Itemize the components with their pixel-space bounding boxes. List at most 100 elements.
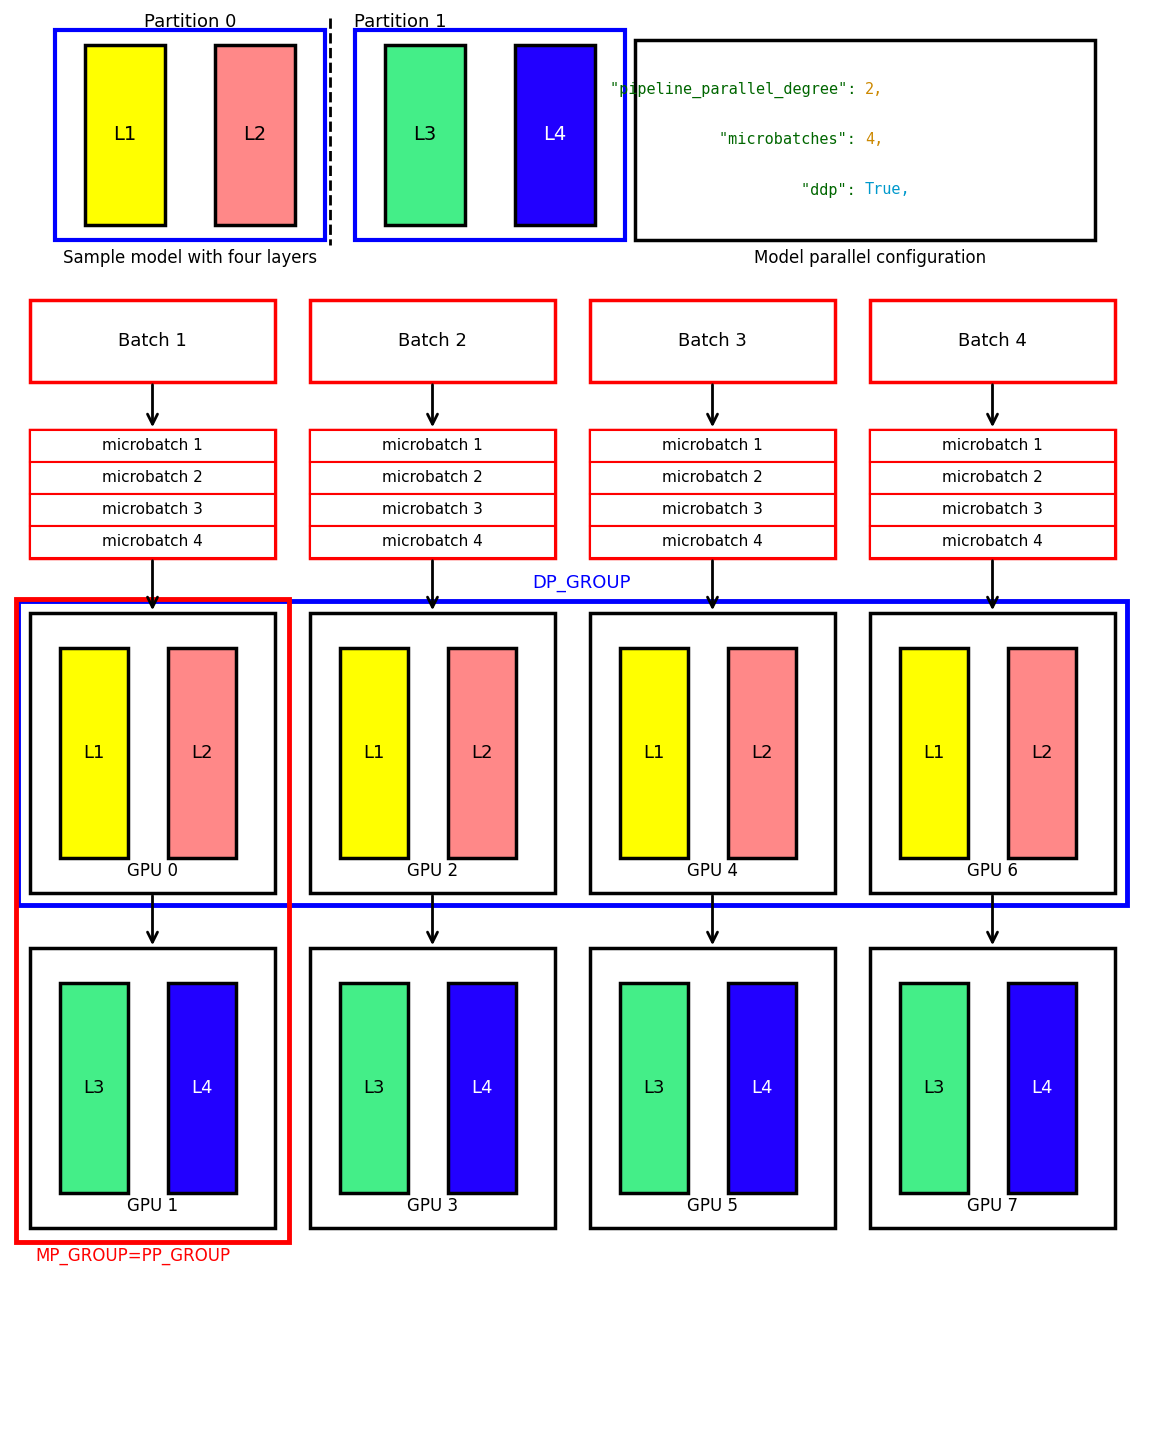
Bar: [17, 601, 1127, 905]
Text: L4: L4: [471, 1079, 492, 1097]
Text: microbatch 4: microbatch 4: [382, 534, 483, 550]
Bar: [30, 614, 275, 892]
Text: L2: L2: [471, 744, 492, 762]
Bar: [590, 430, 835, 557]
Text: Batch 2: Batch 2: [398, 332, 467, 349]
Bar: [168, 983, 236, 1193]
Text: Batch 4: Batch 4: [958, 332, 1027, 349]
Bar: [30, 300, 275, 383]
Bar: [85, 45, 165, 225]
Bar: [620, 648, 688, 858]
Bar: [310, 430, 555, 557]
Text: GPU 7: GPU 7: [967, 1197, 1018, 1214]
Text: L3: L3: [363, 1079, 385, 1097]
Bar: [590, 614, 835, 892]
Text: L3: L3: [923, 1079, 945, 1097]
Text: L1: L1: [113, 126, 136, 144]
Bar: [215, 45, 294, 225]
Bar: [310, 614, 555, 892]
Bar: [310, 462, 555, 494]
Text: Model parallel configuration: Model parallel configuration: [754, 248, 986, 267]
Text: GPU 2: GPU 2: [407, 862, 459, 879]
Text: microbatch 4: microbatch 4: [102, 534, 203, 550]
Bar: [870, 430, 1115, 557]
Bar: [620, 983, 688, 1193]
Text: L4: L4: [751, 1079, 773, 1097]
Bar: [900, 648, 968, 858]
Text: microbatch 2: microbatch 2: [662, 471, 762, 485]
Text: L1: L1: [84, 744, 105, 762]
Text: GPU 5: GPU 5: [687, 1197, 738, 1214]
Bar: [310, 300, 555, 383]
Text: L4: L4: [191, 1079, 213, 1097]
Text: "microbatches":: "microbatches":: [719, 133, 865, 147]
Text: 4,: 4,: [865, 133, 883, 147]
Bar: [30, 494, 275, 526]
Bar: [55, 30, 325, 240]
Text: L2: L2: [1031, 744, 1052, 762]
Text: L3: L3: [644, 1079, 665, 1097]
Text: L1: L1: [644, 744, 665, 762]
Bar: [728, 648, 796, 858]
Bar: [870, 300, 1115, 383]
Bar: [30, 949, 275, 1227]
Bar: [30, 462, 275, 494]
Bar: [16, 599, 289, 1242]
Text: L3: L3: [84, 1079, 105, 1097]
Text: L4: L4: [1031, 1079, 1052, 1097]
Bar: [30, 430, 275, 462]
Text: GPU 1: GPU 1: [127, 1197, 178, 1214]
Bar: [590, 430, 835, 462]
Text: L2: L2: [751, 744, 773, 762]
Bar: [340, 983, 409, 1193]
Bar: [448, 648, 516, 858]
Bar: [870, 526, 1115, 557]
Text: microbatch 3: microbatch 3: [382, 503, 483, 517]
Text: Batch 1: Batch 1: [118, 332, 187, 349]
Text: microbatch 4: microbatch 4: [662, 534, 762, 550]
Text: GPU 4: GPU 4: [687, 862, 738, 879]
Bar: [61, 648, 128, 858]
Text: "pipeline_parallel_degree":: "pipeline_parallel_degree":: [610, 82, 865, 98]
Text: GPU 6: GPU 6: [967, 862, 1018, 879]
Bar: [385, 45, 464, 225]
Text: L4: L4: [544, 126, 567, 144]
Text: microbatch 1: microbatch 1: [382, 439, 483, 453]
Text: L2: L2: [243, 126, 267, 144]
Text: GPU 3: GPU 3: [407, 1197, 459, 1214]
Text: microbatch 2: microbatch 2: [942, 471, 1043, 485]
Text: L1: L1: [363, 744, 384, 762]
Bar: [590, 949, 835, 1227]
Bar: [1008, 983, 1076, 1193]
Text: True,: True,: [865, 182, 910, 198]
Bar: [590, 526, 835, 557]
Text: L1: L1: [923, 744, 945, 762]
Bar: [30, 430, 275, 557]
Bar: [61, 983, 128, 1193]
Bar: [310, 949, 555, 1227]
Bar: [870, 614, 1115, 892]
Text: L2: L2: [191, 744, 213, 762]
Text: Partition 1: Partition 1: [354, 13, 446, 30]
Bar: [636, 40, 1095, 240]
Bar: [168, 648, 236, 858]
Bar: [514, 45, 595, 225]
Bar: [870, 949, 1115, 1227]
Text: microbatch 3: microbatch 3: [942, 503, 1043, 517]
Bar: [870, 462, 1115, 494]
Bar: [870, 430, 1115, 462]
Bar: [590, 300, 835, 383]
Text: "ddp":: "ddp":: [801, 182, 865, 198]
Text: Partition 0: Partition 0: [144, 13, 236, 30]
Text: DP_GROUP: DP_GROUP: [533, 575, 631, 592]
Bar: [310, 430, 555, 462]
Bar: [340, 648, 409, 858]
Bar: [590, 462, 835, 494]
Text: 2,: 2,: [865, 82, 883, 98]
Text: microbatch 3: microbatch 3: [662, 503, 762, 517]
Text: GPU 0: GPU 0: [127, 862, 178, 879]
Bar: [590, 494, 835, 526]
Text: microbatch 1: microbatch 1: [102, 439, 203, 453]
Text: L3: L3: [413, 126, 436, 144]
Bar: [355, 30, 625, 240]
